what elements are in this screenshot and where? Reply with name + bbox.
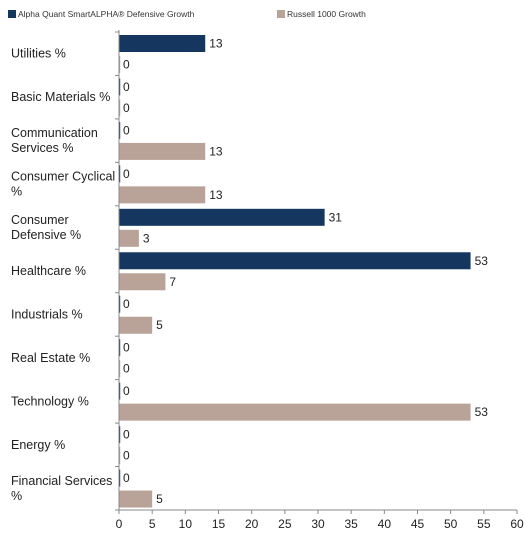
value-label-basic-materials-series-2: 0	[123, 101, 130, 115]
x-axis-tick-label-20: 20	[245, 517, 259, 531]
value-label-real-estate-series-1: 0	[123, 341, 130, 355]
bar-healthcare-series-2	[119, 273, 166, 291]
bar-financial-services-series-2	[119, 490, 153, 508]
x-axis-tick-label-55: 55	[477, 517, 491, 531]
category-label-consumer-defensive: Consumer Defensive %	[11, 213, 81, 242]
x-axis-tick-label-30: 30	[311, 517, 325, 531]
value-label-energy-series-1: 0	[123, 428, 130, 442]
legend-item-series-1: Alpha Quant SmartALPHA® Defensive Growth	[8, 9, 194, 19]
bar-consumer-cyclical-series-2	[119, 186, 206, 204]
category-label-financial-services: Financial Services%	[11, 474, 112, 503]
value-label-healthcare-series-1: 53	[475, 254, 489, 268]
value-label-industrials-series-1: 0	[123, 297, 130, 311]
category-label-utilities: Utilities %	[11, 47, 66, 61]
value-label-consumer-defensive-series-2: 3	[143, 231, 150, 245]
x-axis-tick-label-0: 0	[116, 517, 123, 531]
bar-consumer-cyclical-series-1	[119, 165, 121, 183]
bar-financial-services-series-1	[119, 469, 121, 487]
category-label-industrials: Industrials %	[11, 307, 83, 321]
value-label-consumer-cyclical-series-2: 13	[209, 188, 223, 202]
category-label-consumer-cyclical: Consumer Cyclical%	[11, 170, 115, 199]
value-label-utilities-series-1: 13	[209, 37, 223, 51]
value-label-healthcare-series-2: 7	[169, 275, 176, 289]
category-label-healthcare: Healthcare %	[11, 264, 86, 278]
bar-real-estate-series-1	[119, 339, 121, 357]
value-label-consumer-cyclical-series-1: 0	[123, 167, 130, 181]
legend-item-series-2: Russell 1000 Growth	[277, 9, 366, 19]
value-label-communication-services-series-1: 0	[123, 123, 130, 137]
category-label-energy: Energy %	[11, 438, 65, 452]
value-label-utilities-series-2: 0	[123, 58, 130, 72]
bar-industrials-series-1	[119, 295, 121, 313]
bar-real-estate-series-2	[119, 360, 121, 378]
bar-technology-series-1	[119, 382, 121, 400]
category-label-technology: Technology %	[11, 394, 89, 408]
x-axis-tick-label-40: 40	[378, 517, 392, 531]
category-label-real-estate: Real Estate %	[11, 351, 90, 365]
x-axis-tick-label-25: 25	[278, 517, 292, 531]
bar-communication-services-series-1	[119, 121, 121, 139]
x-axis-tick-label-10: 10	[179, 517, 193, 531]
value-label-technology-series-2: 53	[475, 405, 489, 419]
value-label-consumer-defensive-series-1: 31	[329, 210, 343, 224]
value-label-energy-series-2: 0	[123, 449, 130, 463]
x-axis-tick-label-15: 15	[212, 517, 226, 531]
bar-consumer-defensive-series-1	[119, 208, 325, 226]
bar-technology-series-2	[119, 403, 471, 421]
x-axis-tick-label-5: 5	[149, 517, 156, 531]
category-label-basic-materials: Basic Materials %	[11, 90, 110, 104]
value-label-basic-materials-series-1: 0	[123, 80, 130, 94]
legend-swatch-series-2	[277, 10, 285, 18]
bar-basic-materials-series-2	[119, 99, 121, 117]
value-label-technology-series-1: 0	[123, 384, 130, 398]
x-axis-tick-label-45: 45	[411, 517, 425, 531]
bar-energy-series-2	[119, 447, 121, 465]
bar-basic-materials-series-1	[119, 78, 121, 96]
category-label-communication-services: Communication Services %	[11, 126, 98, 155]
x-axis-tick-label-60: 60	[510, 517, 524, 531]
value-label-financial-services-series-1: 0	[123, 471, 130, 485]
legend-swatch-series-1	[8, 10, 16, 18]
bar-energy-series-1	[119, 426, 121, 444]
chart-legend: Alpha Quant SmartALPHA® Defensive Growth…	[8, 9, 518, 21]
bar-consumer-defensive-series-2	[119, 229, 139, 247]
x-axis-tick-label-35: 35	[344, 517, 358, 531]
bar-healthcare-series-1	[119, 252, 471, 270]
bar-utilities-series-1	[119, 35, 206, 52]
value-label-financial-services-series-2: 5	[156, 492, 163, 506]
x-axis-tick-label-50: 50	[444, 517, 458, 531]
value-label-industrials-series-2: 5	[156, 318, 163, 332]
bar-industrials-series-2	[119, 316, 153, 334]
value-label-communication-services-series-2: 13	[209, 144, 223, 158]
legend-label-series-2: Russell 1000 Growth	[287, 9, 366, 19]
bar-communication-services-series-2	[119, 142, 206, 160]
value-label-real-estate-series-2: 0	[123, 362, 130, 376]
bar-utilities-series-2	[119, 56, 121, 73]
legend-label-series-1: Alpha Quant SmartALPHA® Defensive Growth	[18, 9, 195, 19]
